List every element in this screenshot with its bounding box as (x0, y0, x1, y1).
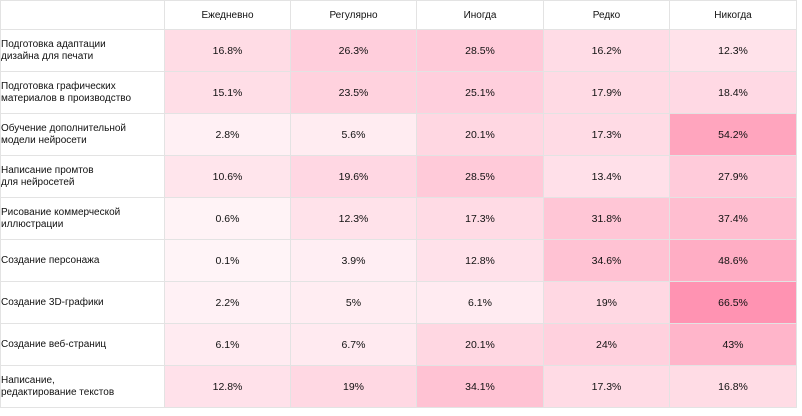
heatmap-cell: 12.8% (164, 365, 291, 408)
heatmap-cell: 5% (290, 281, 417, 324)
row-label: Рисование коммерческой иллюстрации (0, 197, 165, 240)
column-header-rarely: Редко (543, 0, 670, 30)
heatmap-cell: 19% (543, 281, 670, 324)
corner-cell (0, 0, 165, 30)
row-label: Создание 3D-графики (0, 281, 165, 324)
heatmap-cell: 19.6% (290, 155, 417, 198)
heatmap-row: Рисование коммерческой иллюстрации 0.6% 12… (0, 197, 797, 240)
column-header-sometimes: Иногда (416, 0, 544, 30)
heatmap-cell: 16.8% (164, 29, 291, 72)
heatmap-cell: 0.6% (164, 197, 291, 240)
heatmap-cell: 20.1% (416, 113, 544, 156)
heatmap-cell: 12.8% (416, 239, 544, 282)
heatmap-cell: 19% (290, 365, 417, 408)
heatmap-cell: 48.6% (669, 239, 797, 282)
heatmap-cell: 17.9% (543, 71, 670, 114)
heatmap-cell: 10.6% (164, 155, 291, 198)
heatmap-cell: 15.1% (164, 71, 291, 114)
header-row: Ежедневно Регулярно Иногда Редко Никогда (0, 0, 797, 30)
heatmap-cell: 26.3% (290, 29, 417, 72)
heatmap-cell: 17.3% (543, 365, 670, 408)
heatmap-cell: 34.6% (543, 239, 670, 282)
heatmap-row: Создание персонажа 0.1% 3.9% 12.8% 34.6% 48.6… (0, 239, 797, 282)
heatmap-cell: 28.5% (416, 29, 544, 72)
heatmap-cell: 28.5% (416, 155, 544, 198)
heatmap-cell: 3.9% (290, 239, 417, 282)
row-label: Подготовка графических материалов в прои… (0, 71, 165, 114)
row-label: Написание промтов для нейросетей (0, 155, 165, 198)
heatmap-cell: 20.1% (416, 323, 544, 366)
heatmap-row: Написание промтов для нейросетей 10.6% 19.… (0, 155, 797, 198)
heatmap-cell: 31.8% (543, 197, 670, 240)
heatmap-cell: 43% (669, 323, 797, 366)
heatmap-cell: 54.2% (669, 113, 797, 156)
heatmap-cell: 23.5% (290, 71, 417, 114)
row-label: Обучение дополнительной модели нейросети (0, 113, 165, 156)
heatmap-cell: 6.1% (164, 323, 291, 366)
heatmap-cell: 16.8% (669, 365, 797, 408)
heatmap-row: Создание 3D-графики 2.2% 5% 6.1% 19% 66.5% (0, 281, 797, 324)
heatmap-cell: 12.3% (290, 197, 417, 240)
heatmap-cell: 16.2% (543, 29, 670, 72)
heatmap-cell: 12.3% (669, 29, 797, 72)
heatmap-cell: 2.2% (164, 281, 291, 324)
heatmap-cell: 34.1% (416, 365, 544, 408)
heatmap-cell: 6.1% (416, 281, 544, 324)
heatmap-cell: 27.9% (669, 155, 797, 198)
heatmap-cell: 17.3% (543, 113, 670, 156)
heatmap-row: Создание веб-страниц 6.1% 6.7% 20.1% 24% 43% (0, 323, 797, 366)
heatmap-body: Подготовка адаптации дизайна для печати 1… (0, 29, 797, 408)
row-label: Создание веб-страниц (0, 323, 165, 366)
heatmap-cell: 17.3% (416, 197, 544, 240)
column-header-regularly: Регулярно (290, 0, 417, 30)
row-label: Подготовка адаптации дизайна для печати (0, 29, 165, 72)
heatmap-cell: 24% (543, 323, 670, 366)
heatmap-cell: 66.5% (669, 281, 797, 324)
row-label: Написание, редактирование текстов (0, 365, 165, 408)
heatmap-cell: 18.4% (669, 71, 797, 114)
heatmap-row: Подготовка графических материалов в прои… (0, 71, 797, 114)
heatmap-cell: 37.4% (669, 197, 797, 240)
heatmap-cell: 5.6% (290, 113, 417, 156)
heatmap-table: Ежедневно Регулярно Иногда Редко Никогда… (0, 0, 797, 408)
heatmap-cell: 0.1% (164, 239, 291, 282)
heatmap-row: Подготовка адаптации дизайна для печати 1… (0, 29, 797, 72)
column-header-never: Никогда (669, 0, 797, 30)
column-header-daily: Ежедневно (164, 0, 291, 30)
row-label: Создание персонажа (0, 239, 165, 282)
heatmap-cell: 6.7% (290, 323, 417, 366)
heatmap-cell: 25.1% (416, 71, 544, 114)
heatmap-row: Написание, редактирование текстов 12.8% 19… (0, 365, 797, 408)
heatmap-cell: 2.8% (164, 113, 291, 156)
heatmap-cell: 13.4% (543, 155, 670, 198)
heatmap-row: Обучение дополнительной модели нейросети… (0, 113, 797, 156)
